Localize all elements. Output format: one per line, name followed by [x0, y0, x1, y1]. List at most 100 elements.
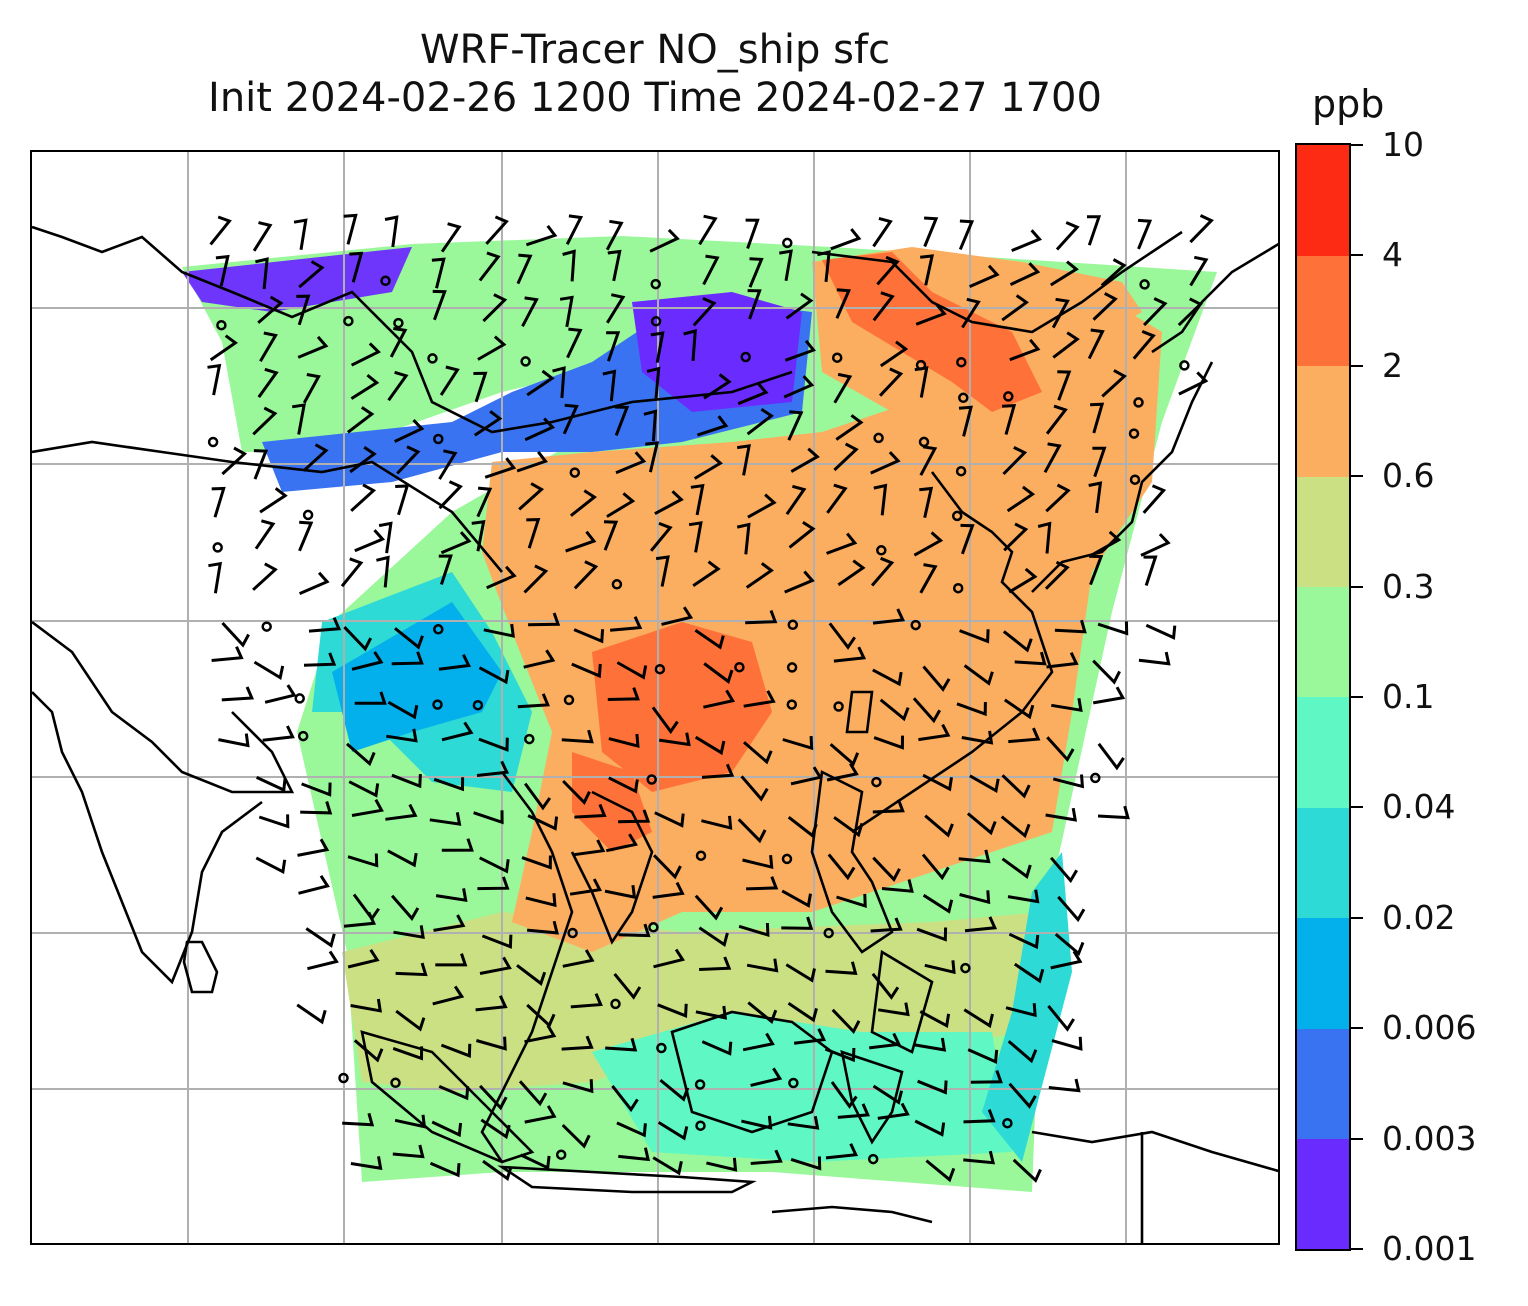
wind-barb [872, 291, 895, 322]
wind-barb [259, 487, 288, 514]
wind-barb [870, 451, 901, 475]
wind-barb [872, 608, 906, 625]
wind-barb [914, 366, 929, 398]
wind-barb [790, 1156, 822, 1171]
wind-barb [1177, 297, 1203, 327]
calm-wind-circle [871, 776, 882, 788]
wind-barb [552, 366, 566, 399]
calm-wind-circle [656, 1042, 667, 1054]
wind-barb [299, 571, 330, 595]
wind-barb [1088, 481, 1103, 514]
calm-wind-circle [951, 510, 963, 522]
wind-barb [478, 737, 509, 752]
wind-barb [919, 486, 934, 519]
wind-barb [1097, 805, 1130, 820]
wind-barb [1051, 698, 1083, 713]
wind-barb [482, 293, 508, 323]
wind-barb [690, 483, 705, 516]
field-blue-west [332, 602, 502, 752]
calm-wind-circle [433, 433, 444, 445]
wind-barb [961, 297, 981, 329]
wind-barb [920, 254, 935, 286]
wind-barb [742, 1032, 775, 1052]
wind-barb [221, 686, 255, 702]
wind-barb [785, 963, 816, 983]
wind-barb [394, 1114, 427, 1129]
wind-barb [387, 700, 419, 720]
calm-wind-circle [876, 545, 887, 556]
wind-barb [963, 664, 994, 686]
wind-barb [252, 562, 278, 591]
wind-barb [307, 950, 339, 971]
wind-barb [477, 335, 507, 361]
wind-barb [737, 818, 767, 844]
wind-barb [255, 776, 287, 793]
wind-barb [652, 1156, 683, 1176]
wind-barb [787, 816, 818, 839]
wind-barb [614, 405, 630, 436]
colorbar-tick [1351, 364, 1363, 367]
calm-wind-circle [823, 927, 834, 939]
wind-barb [526, 920, 559, 935]
wind-barb [653, 854, 682, 880]
wind-barb [607, 249, 622, 282]
wind-barb [395, 1009, 426, 1032]
wind-barb [736, 444, 751, 476]
wind-barb [790, 447, 820, 473]
wind-barb [1002, 630, 1033, 653]
wind-barb [391, 651, 424, 666]
wind-barb [569, 489, 597, 517]
wind-barb [701, 1040, 733, 1056]
calm-wind-circle [654, 663, 666, 675]
wind-barb [699, 956, 732, 971]
wind-barb [737, 382, 769, 406]
wind-barb [651, 706, 679, 735]
wind-barb [919, 445, 938, 476]
wind-barb [609, 616, 643, 632]
wind-barb [970, 1069, 1003, 1084]
wind-barb [703, 662, 734, 684]
wind-barb [478, 666, 510, 685]
wind-barb [561, 729, 594, 744]
wind-barb [745, 562, 774, 589]
calm-wind-circle [1139, 279, 1150, 290]
wind-barb [1097, 621, 1129, 636]
colorbar-tick [1351, 144, 1363, 146]
wind-barb [516, 253, 533, 285]
wind-barb [1045, 807, 1078, 822]
colorbar-tick-label: 2 [1382, 345, 1403, 385]
wind-barb [482, 1159, 513, 1182]
wind-barb [525, 893, 557, 908]
central-asia-border [32, 225, 793, 573]
wind-barb [433, 914, 466, 932]
title-line-2: Init 2024-02-26 1200 Time 2024-02-27 170… [208, 75, 1102, 121]
wind-barb [649, 228, 680, 253]
wind-barb [827, 853, 856, 881]
wind-barb [1052, 331, 1080, 359]
map-panel [30, 150, 1280, 1245]
calm-wind-circle [261, 621, 272, 632]
wind-barb [912, 697, 942, 724]
wind-barb [1008, 1082, 1037, 1109]
wind-barb [1037, 521, 1052, 554]
colorbar-tick [1351, 916, 1363, 919]
wind-barb [350, 998, 382, 1013]
colorbar-segment [1297, 145, 1349, 256]
calm-wind-circle [734, 661, 745, 673]
wind-barb [438, 554, 453, 585]
wind-barb [523, 782, 552, 811]
calm-wind-circle [555, 1149, 567, 1160]
wind-barb [392, 1046, 424, 1061]
wind-barb [1137, 218, 1153, 250]
wind-barb [350, 373, 380, 400]
calm-wind-circle [1129, 474, 1141, 485]
wind-barb [343, 626, 373, 652]
colorbar-tick [1351, 1027, 1363, 1030]
calm-wind-circle [212, 542, 223, 553]
wind-barb [613, 972, 642, 1000]
wind-barb [429, 1161, 461, 1178]
wind-barb [608, 776, 639, 794]
wind-barb [618, 1147, 651, 1162]
wind-barb [654, 490, 684, 516]
sulawesi [840, 1050, 904, 1145]
